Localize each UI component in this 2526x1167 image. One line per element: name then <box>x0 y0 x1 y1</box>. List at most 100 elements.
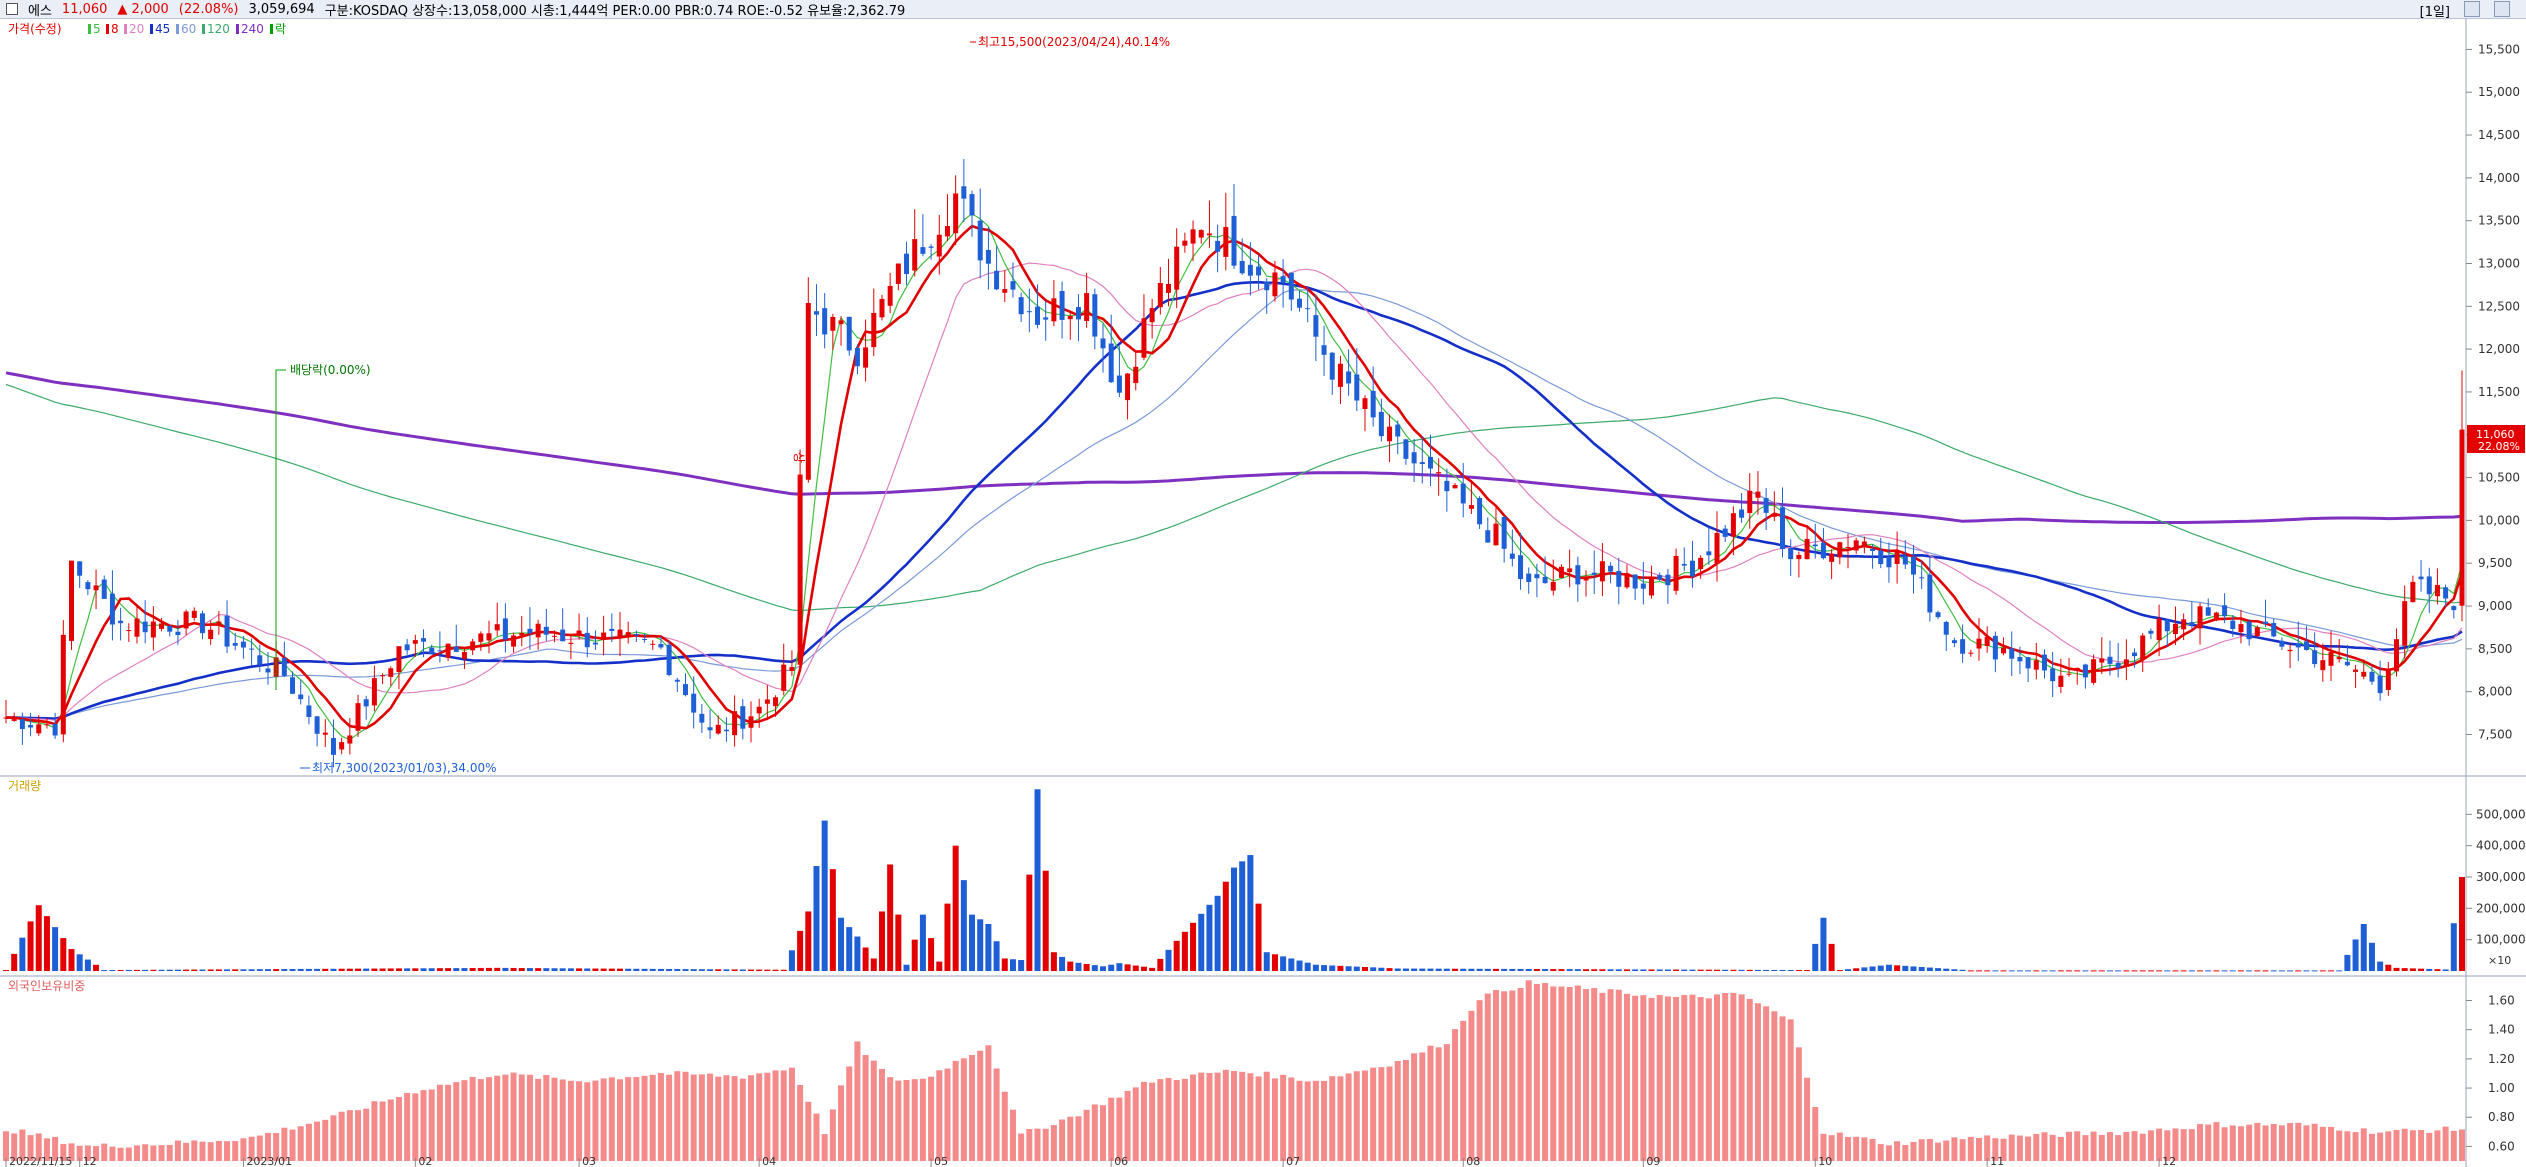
maximize-icon[interactable] <box>2494 1 2510 17</box>
foreign-bar <box>1787 1019 1794 1161</box>
foreign-bar <box>1263 1071 1270 1161</box>
volume-bar <box>1091 965 1098 971</box>
legend-item: 8 <box>111 22 119 36</box>
foreign-bar <box>1681 995 1688 1161</box>
foreign-bar <box>2426 1132 2433 1161</box>
foreign-bar <box>428 1089 435 1161</box>
foreign-bar <box>101 1143 108 1161</box>
foreign-bar <box>1656 994 1663 1161</box>
foreign-bar <box>813 1113 820 1161</box>
volume-bar <box>543 968 550 971</box>
volume-bar <box>2115 970 2122 972</box>
foreign-bar <box>1288 1077 1295 1161</box>
candle-body <box>691 693 697 713</box>
volume-bar <box>1664 969 1671 971</box>
volume-bar <box>977 919 984 971</box>
foreign-bar <box>420 1090 427 1161</box>
foreign-bar <box>805 1101 812 1161</box>
volume-bar <box>1034 789 1041 971</box>
candle-body <box>961 186 967 199</box>
foreign-bar <box>68 1143 75 1161</box>
candle-body <box>1518 555 1524 580</box>
candle-body <box>2074 667 2080 671</box>
foreign-bar <box>1132 1087 1139 1161</box>
volume-bar <box>1452 968 1459 971</box>
candle-body <box>511 635 517 647</box>
foreign-bar <box>1190 1074 1197 1161</box>
foreign-bar <box>2393 1129 2400 1161</box>
candle-body <box>1141 318 1147 358</box>
volume-bar <box>1059 956 1066 971</box>
candle-body <box>1853 540 1859 551</box>
candle-body <box>1452 485 1458 489</box>
volume-bar <box>772 969 779 971</box>
legend-swatch <box>176 24 179 34</box>
volume-bar <box>1222 881 1229 971</box>
candle-body <box>167 626 173 632</box>
foreign-bar <box>1042 1128 1049 1161</box>
volume-bar <box>1779 969 1786 971</box>
volume-bar <box>2000 970 2007 972</box>
volume-bar <box>207 969 214 971</box>
volume-bar <box>1124 964 1131 971</box>
foreign-bar <box>780 1070 787 1161</box>
candle-body <box>1747 490 1753 514</box>
volume-bar <box>1116 963 1123 971</box>
volume-bar <box>256 969 263 971</box>
foreign-bar <box>2205 1124 2212 1161</box>
foreign-bar <box>1558 986 1565 1161</box>
volume-bar <box>1255 903 1262 971</box>
price-change-pct: (22.08%) <box>178 1 239 17</box>
candle-body <box>1239 260 1245 274</box>
legend-swatch <box>202 24 205 34</box>
volume-bar <box>2418 968 2425 971</box>
candle-body <box>232 643 238 646</box>
volume-bar <box>1542 969 1549 971</box>
period-label[interactable]: [1일] <box>2419 5 2450 20</box>
foreign-bar <box>1165 1077 1172 1161</box>
volume-bar <box>756 969 763 971</box>
candle-body <box>871 312 877 348</box>
foreign-bar <box>1411 1053 1418 1161</box>
foreign-bar <box>985 1045 992 1161</box>
candle-body <box>1763 498 1769 513</box>
volume-bar <box>2016 970 2023 972</box>
price-tick-label: 12,000 <box>2478 342 2520 356</box>
volume-bar <box>371 968 378 971</box>
foreign-bar <box>2033 1133 2040 1161</box>
candle-body <box>813 311 819 315</box>
volume-bar <box>633 968 640 971</box>
candle-body <box>1264 281 1270 291</box>
candle-body <box>2279 640 2285 647</box>
volume-bar <box>2426 968 2433 971</box>
candle-body <box>2238 624 2244 633</box>
foreign-bar <box>2459 1129 2465 1161</box>
volume-bar <box>84 959 91 971</box>
select-checkbox[interactable] <box>6 3 18 15</box>
volume-bar <box>829 869 836 971</box>
legend-item: 락 <box>275 22 286 36</box>
volume-bar <box>567 968 574 971</box>
foreign-bar <box>158 1145 165 1161</box>
candle-body <box>28 724 34 728</box>
foreign-bar <box>1484 993 1491 1161</box>
volume-bar <box>1001 958 1008 971</box>
candle-body <box>109 593 115 625</box>
price-change: ▲ 2,000 <box>117 1 169 17</box>
stock-name: 에스 <box>28 3 52 19</box>
foreign-bar <box>2442 1126 2449 1161</box>
foreign-bar <box>543 1075 550 1161</box>
foreign-bar <box>526 1074 533 1161</box>
volume-bar <box>199 969 206 971</box>
candle-body <box>2344 661 2350 666</box>
candle-body <box>2426 576 2432 595</box>
candle-body <box>1157 282 1163 308</box>
foreign-tick-label: 1.00 <box>2488 1081 2515 1095</box>
minimize-icon[interactable] <box>2464 1 2480 17</box>
foreign-bar <box>625 1077 632 1161</box>
foreign-bar <box>1075 1116 1082 1161</box>
foreign-bar <box>2123 1131 2130 1161</box>
candle-body <box>1649 576 1655 596</box>
volume-bar <box>281 969 288 971</box>
foreign-bar <box>3 1131 9 1161</box>
